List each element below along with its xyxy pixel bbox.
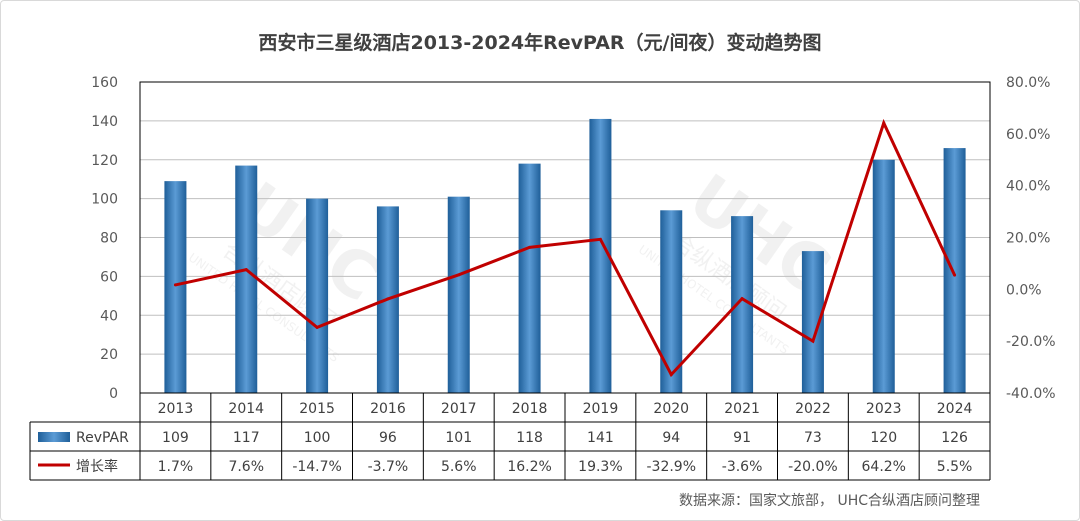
point-growth-rate <box>882 121 886 125</box>
point-growth-rate <box>669 373 673 377</box>
point-growth-rate <box>953 273 957 277</box>
y-left-tick-label: 20 <box>100 347 118 363</box>
data-label-growth-rate: 16.2% <box>507 459 551 475</box>
y-left-tick-label: 0 <box>109 386 118 402</box>
y-right-tick-label: 60.0% <box>1006 127 1050 143</box>
data-label-revpar: 101 <box>445 430 472 446</box>
data-label-revpar: 91 <box>733 430 751 446</box>
data-label-growth-rate: 5.5% <box>937 459 973 475</box>
data-label-growth-rate: -14.7% <box>292 459 342 475</box>
y-left-tick-label: 40 <box>100 308 118 324</box>
data-label-revpar: 96 <box>379 430 397 446</box>
x-tick-label: 2022 <box>795 401 831 417</box>
data-label-growth-rate: 64.2% <box>862 459 906 475</box>
bar-revpar <box>518 163 541 393</box>
data-label-revpar: 120 <box>870 430 897 446</box>
x-tick-label: 2019 <box>583 401 619 417</box>
point-growth-rate <box>315 325 319 329</box>
y-right-tick-label: 0.0% <box>1006 282 1042 298</box>
point-growth-rate <box>598 237 602 241</box>
y-left-tick-label: 140 <box>91 114 118 130</box>
legend-key-revpar <box>38 432 70 442</box>
point-growth-rate <box>173 283 177 287</box>
data-label-revpar: 117 <box>233 430 260 446</box>
source-note: 数据来源：国家文旅部， UHC合纵酒店顾问整理 <box>679 493 980 509</box>
y-left-tick-label: 120 <box>91 153 118 169</box>
data-label-growth-rate: 19.3% <box>578 459 622 475</box>
data-label-growth-rate: -32.9% <box>646 459 696 475</box>
data-label-revpar: 94 <box>662 430 680 446</box>
x-tick-label: 2017 <box>441 401 477 417</box>
data-label-growth-rate: -20.0% <box>788 459 838 475</box>
x-tick-label: 2020 <box>653 401 689 417</box>
data-label-revpar: 109 <box>162 430 189 446</box>
y-left-tick-label: 80 <box>100 231 118 247</box>
x-tick-label: 2024 <box>937 401 973 417</box>
y-left-tick-label: 160 <box>91 75 118 91</box>
bar-revpar <box>589 118 612 394</box>
point-growth-rate <box>457 273 461 277</box>
x-tick-label: 2014 <box>228 401 264 417</box>
chart-title: 西安市三星级酒店2013-2024年RevPAR（元/间夜）变动趋势图 <box>258 32 822 54</box>
data-label-revpar: 118 <box>516 430 543 446</box>
data-label-growth-rate: 7.6% <box>228 459 264 475</box>
bar-revpar <box>872 159 895 393</box>
point-growth-rate <box>740 297 744 301</box>
x-tick-label: 2018 <box>512 401 548 417</box>
point-growth-rate <box>386 297 390 301</box>
bar-revpar <box>943 148 966 393</box>
y-left-tick-label: 60 <box>100 269 118 285</box>
bar-revpar <box>164 181 187 393</box>
line-growth-rate <box>175 118 956 378</box>
data-label-revpar: 141 <box>587 430 614 446</box>
data-label-revpar: 100 <box>304 430 331 446</box>
point-growth-rate <box>528 245 532 249</box>
bar-revpar <box>801 251 824 393</box>
bar-revpar <box>660 210 683 393</box>
x-tick-label: 2013 <box>158 401 194 417</box>
y-right-tick-label: 20.0% <box>1006 231 1050 247</box>
point-growth-rate <box>244 268 248 272</box>
x-tick-label: 2015 <box>299 401 335 417</box>
bar-revpar <box>447 196 470 393</box>
x-tick-label: 2016 <box>370 401 406 417</box>
x-tick-label: 2023 <box>866 401 902 417</box>
legend-label-revpar: RevPAR <box>76 430 129 446</box>
data-label-growth-rate: -3.6% <box>722 459 763 475</box>
data-label-growth-rate: -3.7% <box>368 459 409 475</box>
data-label-revpar: 73 <box>804 430 822 446</box>
data-label-revpar: 126 <box>941 430 968 446</box>
x-tick-label: 2021 <box>724 401 760 417</box>
y-right-tick-label: 80.0% <box>1006 75 1050 91</box>
y-right-tick-label: -20.0% <box>1006 334 1056 350</box>
y-right-tick-label: 40.0% <box>1006 179 1050 195</box>
y-right-tick-label: -40.0% <box>1006 386 1056 402</box>
bar-revpar <box>306 198 329 393</box>
data-label-growth-rate: 5.6% <box>441 459 477 475</box>
y-left-tick-label: 100 <box>91 192 118 208</box>
point-growth-rate <box>811 339 815 343</box>
legend-label-growth-rate: 增长率 <box>76 458 118 475</box>
bar-revpar <box>235 165 258 393</box>
data-label-growth-rate: 1.7% <box>158 459 194 475</box>
bar-revpar <box>731 216 754 393</box>
